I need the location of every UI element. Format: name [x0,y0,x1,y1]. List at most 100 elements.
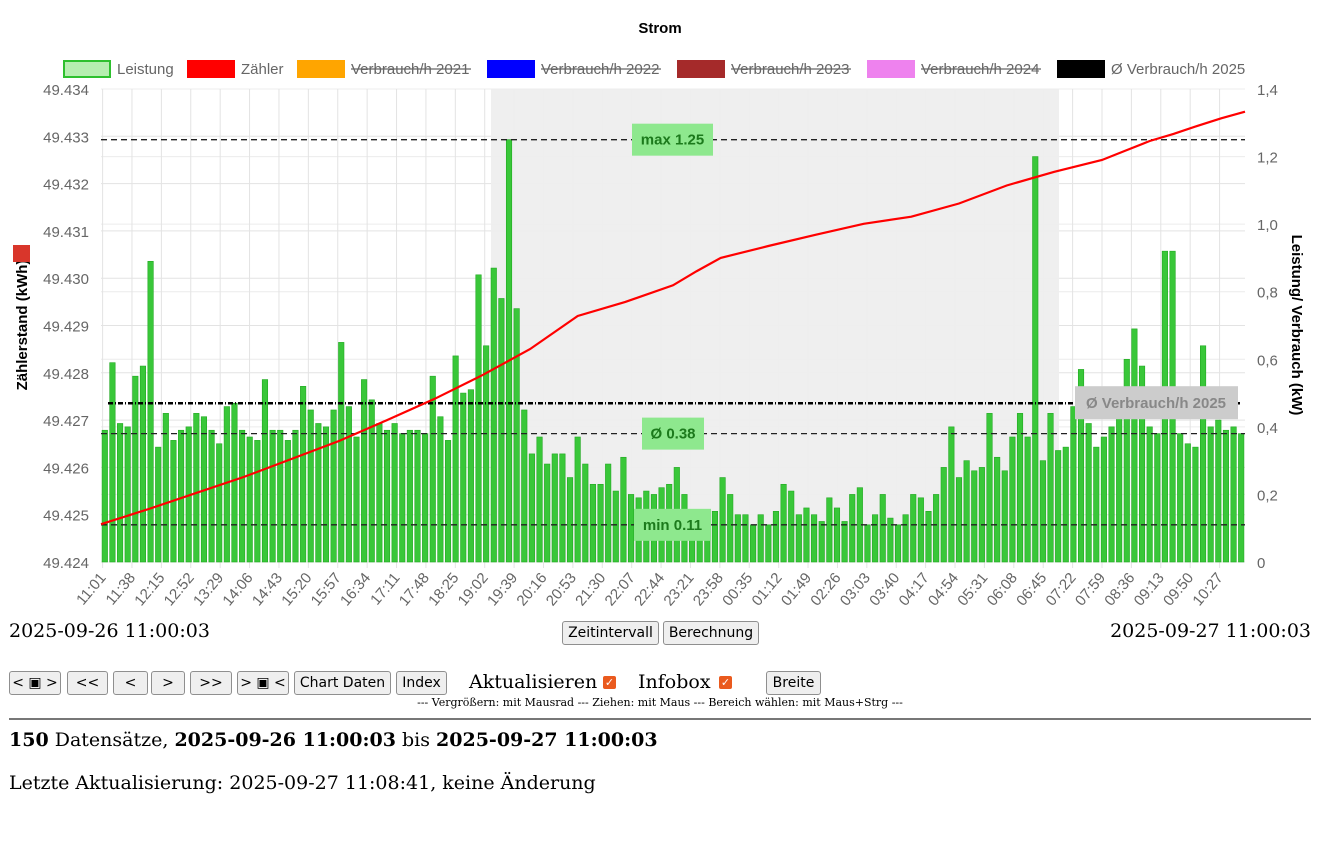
bar[interactable] [467,389,474,563]
bar[interactable] [872,514,879,563]
bar[interactable] [178,429,185,563]
bar[interactable] [246,436,253,563]
bar[interactable] [582,463,589,563]
bar[interactable] [811,514,818,563]
bar[interactable] [1184,443,1191,563]
zoom-out-button[interactable]: < ▣ > [9,671,61,695]
bar[interactable] [345,406,352,563]
bar[interactable] [437,416,444,563]
bar[interactable] [879,494,886,563]
bar[interactable] [971,470,978,563]
bar[interactable] [1207,426,1214,563]
bar[interactable] [414,429,421,563]
bar[interactable] [589,483,596,563]
legend-swatch[interactable] [187,60,235,78]
bar[interactable] [940,467,947,563]
legend-swatch[interactable] [297,60,345,78]
bar[interactable] [955,477,963,563]
bar[interactable] [307,409,314,563]
bar[interactable] [544,463,551,563]
bar[interactable] [231,402,238,563]
bar[interactable] [383,429,391,563]
bar[interactable] [910,494,917,563]
bar[interactable] [1093,446,1100,563]
bar[interactable] [528,453,535,563]
bar[interactable] [460,392,467,563]
bar[interactable] [239,429,246,563]
bar[interactable] [117,423,124,563]
bar[interactable] [1062,446,1069,563]
bar[interactable] [1123,358,1130,563]
bar[interactable] [612,490,619,563]
bar[interactable] [1108,426,1115,563]
bar[interactable] [1192,446,1199,563]
bar[interactable] [139,365,146,563]
bar[interactable] [551,453,558,563]
bar[interactable] [1230,426,1237,563]
bar[interactable] [566,477,574,563]
legend-swatch[interactable] [1057,60,1105,78]
bar[interactable] [193,413,200,563]
bar[interactable] [826,497,833,563]
chart-daten-button[interactable]: Chart Daten [294,671,391,695]
bar[interactable] [1116,409,1123,563]
bar[interactable] [1146,426,1153,563]
bar[interactable] [452,355,459,563]
bar[interactable] [338,342,345,563]
bar[interactable] [147,261,154,563]
bar[interactable] [1177,433,1184,563]
bar[interactable] [124,426,131,563]
back-button[interactable]: < [113,671,148,695]
bar[interactable] [1016,413,1024,563]
bar[interactable] [948,426,955,563]
bar[interactable] [208,429,215,563]
zoom-in-button[interactable]: > ▣ < [237,671,289,695]
legend-swatch[interactable] [63,60,111,78]
bar[interactable] [849,494,856,563]
berechnung-button[interactable]: Berechnung [663,621,759,645]
bar[interactable] [628,494,635,563]
chart[interactable]: Strom Leistung Zähler Verbrauch/h 2021 Verb… [0,0,1324,620]
bar[interactable] [803,507,810,563]
index-button[interactable]: Index [396,671,447,695]
bar[interactable] [1085,423,1092,563]
bar[interactable] [513,308,520,563]
bar[interactable] [376,423,383,563]
bar[interactable] [574,436,581,563]
bar[interactable] [490,267,497,563]
forward-button[interactable]: > [151,671,185,695]
bar[interactable] [978,467,985,563]
bar[interactable] [1100,436,1107,563]
bar[interactable] [933,494,940,563]
bar[interactable] [795,514,802,563]
bar[interactable] [986,413,993,563]
bar[interactable] [1001,470,1008,563]
bar[interactable] [254,440,261,563]
bar[interactable] [780,483,787,563]
legend-swatch[interactable] [677,60,725,78]
bar[interactable] [505,139,513,563]
bar[interactable] [1055,450,1062,563]
bar[interactable] [1222,429,1229,563]
breite-button[interactable]: Breite [766,671,821,695]
bar[interactable] [536,436,543,563]
bar[interactable] [963,460,970,563]
bar[interactable] [833,507,841,563]
bar[interactable] [1024,436,1031,563]
bar[interactable] [887,517,894,563]
fast-forward-button[interactable]: >> [190,671,232,695]
legend-label[interactable]: Ø Verbrauch/h 2025 [1111,61,1245,78]
bar[interactable] [1131,328,1138,563]
bar[interactable] [1047,413,1054,563]
bar[interactable] [788,490,795,563]
zeitintervall-button[interactable]: Zeitintervall [562,621,659,645]
bar[interactable] [1200,345,1207,563]
bar[interactable] [711,511,718,563]
bar[interactable] [300,386,307,563]
bar[interactable] [109,362,116,563]
bar[interactable] [475,274,482,563]
bar[interactable] [734,514,741,563]
bar[interactable] [818,521,825,563]
infobox-checkbox[interactable]: ✓ [719,676,732,689]
legend-label[interactable]: Zähler [241,61,284,78]
